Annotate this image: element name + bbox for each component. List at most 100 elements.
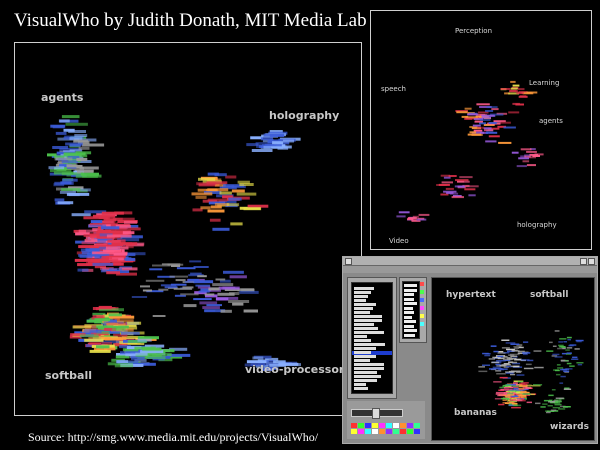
secondary-visualization-panel: Perception speech Learning agents hologr… <box>370 10 592 250</box>
main-name-cloud <box>47 115 301 371</box>
anchor-holography[interactable]: holography <box>269 109 340 122</box>
anchor-softball-app[interactable]: softball <box>530 290 569 300</box>
list-item[interactable] <box>404 306 413 310</box>
name-list-panel <box>347 277 397 399</box>
list-item[interactable] <box>354 363 384 366</box>
name-list[interactable] <box>351 282 393 394</box>
list-item[interactable] <box>354 327 378 330</box>
palette-color[interactable] <box>400 429 406 434</box>
window-menu-icon[interactable] <box>345 258 352 265</box>
app-window: hypertext softball bananas wizards <box>342 256 598 444</box>
slider-handle[interactable] <box>372 408 380 419</box>
anchor-list[interactable] <box>402 281 420 339</box>
list-item[interactable] <box>354 375 381 378</box>
list-item[interactable] <box>354 299 366 302</box>
palette-color[interactable] <box>351 423 357 428</box>
anchor-video[interactable]: Video <box>389 237 409 245</box>
color-swatch[interactable] <box>420 282 424 286</box>
list-item[interactable] <box>404 302 417 305</box>
list-item[interactable] <box>404 297 414 301</box>
palette-color[interactable] <box>393 423 399 428</box>
palette-color[interactable] <box>365 423 371 428</box>
palette-color[interactable] <box>372 423 378 428</box>
list-item[interactable] <box>354 359 370 362</box>
palette-color[interactable] <box>386 429 392 434</box>
anchor-list-panel <box>399 277 427 343</box>
controls-panel <box>347 401 425 439</box>
palette-color[interactable] <box>358 429 364 434</box>
anchor-learning[interactable]: Learning <box>529 79 560 87</box>
selected-list-item[interactable] <box>352 351 392 355</box>
palette-color[interactable] <box>407 423 413 428</box>
color-swatch[interactable] <box>420 290 424 294</box>
palette-color[interactable] <box>379 429 385 434</box>
window-titlebar[interactable] <box>343 257 597 266</box>
menu-bar[interactable] <box>343 266 597 273</box>
list-item[interactable] <box>354 319 382 322</box>
list-item[interactable] <box>354 339 371 342</box>
list-item[interactable] <box>354 379 377 382</box>
palette-color[interactable] <box>386 423 392 428</box>
color-swatch[interactable] <box>420 314 424 318</box>
slide-title: VisualWho by Judith Donath, MIT Media La… <box>14 10 367 31</box>
palette-color[interactable] <box>365 429 371 434</box>
palette-color[interactable] <box>351 429 357 434</box>
list-item[interactable] <box>354 355 376 358</box>
anchor-bananas[interactable]: bananas <box>454 408 497 418</box>
list-item[interactable] <box>354 331 384 334</box>
anchor-speech[interactable]: speech <box>381 85 406 93</box>
list-item[interactable] <box>354 307 373 310</box>
color-palette[interactable] <box>351 423 423 435</box>
app-visualization-area[interactable]: hypertext softball bananas wizards <box>431 277 595 441</box>
list-item[interactable] <box>354 295 368 298</box>
list-item[interactable] <box>354 323 374 326</box>
anchor-perception[interactable]: Perception <box>455 27 493 35</box>
list-item[interactable] <box>404 284 417 287</box>
list-item[interactable] <box>354 343 385 346</box>
palette-color[interactable] <box>414 423 420 428</box>
anchor-holography-small[interactable]: holography <box>517 221 557 229</box>
color-swatch[interactable] <box>420 298 424 302</box>
color-swatch[interactable] <box>420 322 424 326</box>
anchor-hypertext[interactable]: hypertext <box>446 290 496 300</box>
list-item[interactable] <box>404 311 414 314</box>
palette-color[interactable] <box>393 429 399 434</box>
main-visualization-panel: agents holography softball video-process… <box>14 42 362 416</box>
list-item[interactable] <box>404 293 414 296</box>
list-item[interactable] <box>404 320 416 323</box>
list-item[interactable] <box>354 291 371 294</box>
anchor-wizards[interactable]: wizards <box>550 422 589 432</box>
color-swatch[interactable] <box>420 306 424 310</box>
list-item[interactable] <box>354 367 384 370</box>
list-item[interactable] <box>354 387 368 390</box>
list-item[interactable] <box>354 383 366 386</box>
list-item[interactable] <box>354 371 377 374</box>
palette-color[interactable] <box>372 429 378 434</box>
secondary-name-cloud <box>396 80 544 222</box>
palette-color[interactable] <box>379 423 385 428</box>
parameter-slider[interactable] <box>351 408 403 419</box>
list-item[interactable] <box>354 351 371 354</box>
anchor-agents[interactable]: agents <box>41 91 84 104</box>
list-item[interactable] <box>354 335 367 338</box>
source-citation: Source: http://smg.www.media.mit.edu/pro… <box>28 430 319 444</box>
anchor-agents-small[interactable]: agents <box>539 117 563 125</box>
palette-color[interactable] <box>400 423 406 428</box>
list-item[interactable] <box>404 324 414 328</box>
list-item[interactable] <box>354 315 382 318</box>
list-item[interactable] <box>354 311 370 314</box>
maximize-icon[interactable] <box>588 258 595 265</box>
anchor-softball[interactable]: softball <box>45 369 92 382</box>
list-item[interactable] <box>354 287 374 290</box>
list-item[interactable] <box>354 303 376 306</box>
list-item[interactable] <box>404 329 417 332</box>
list-item[interactable] <box>404 333 415 337</box>
palette-color[interactable] <box>358 423 364 428</box>
list-item[interactable] <box>354 347 376 350</box>
list-item[interactable] <box>404 315 412 319</box>
anchor-video-processor[interactable]: video-processor <box>245 363 345 376</box>
palette-color[interactable] <box>414 429 420 434</box>
palette-color[interactable] <box>407 429 413 434</box>
list-item[interactable] <box>404 288 417 292</box>
minimize-icon[interactable] <box>580 258 587 265</box>
